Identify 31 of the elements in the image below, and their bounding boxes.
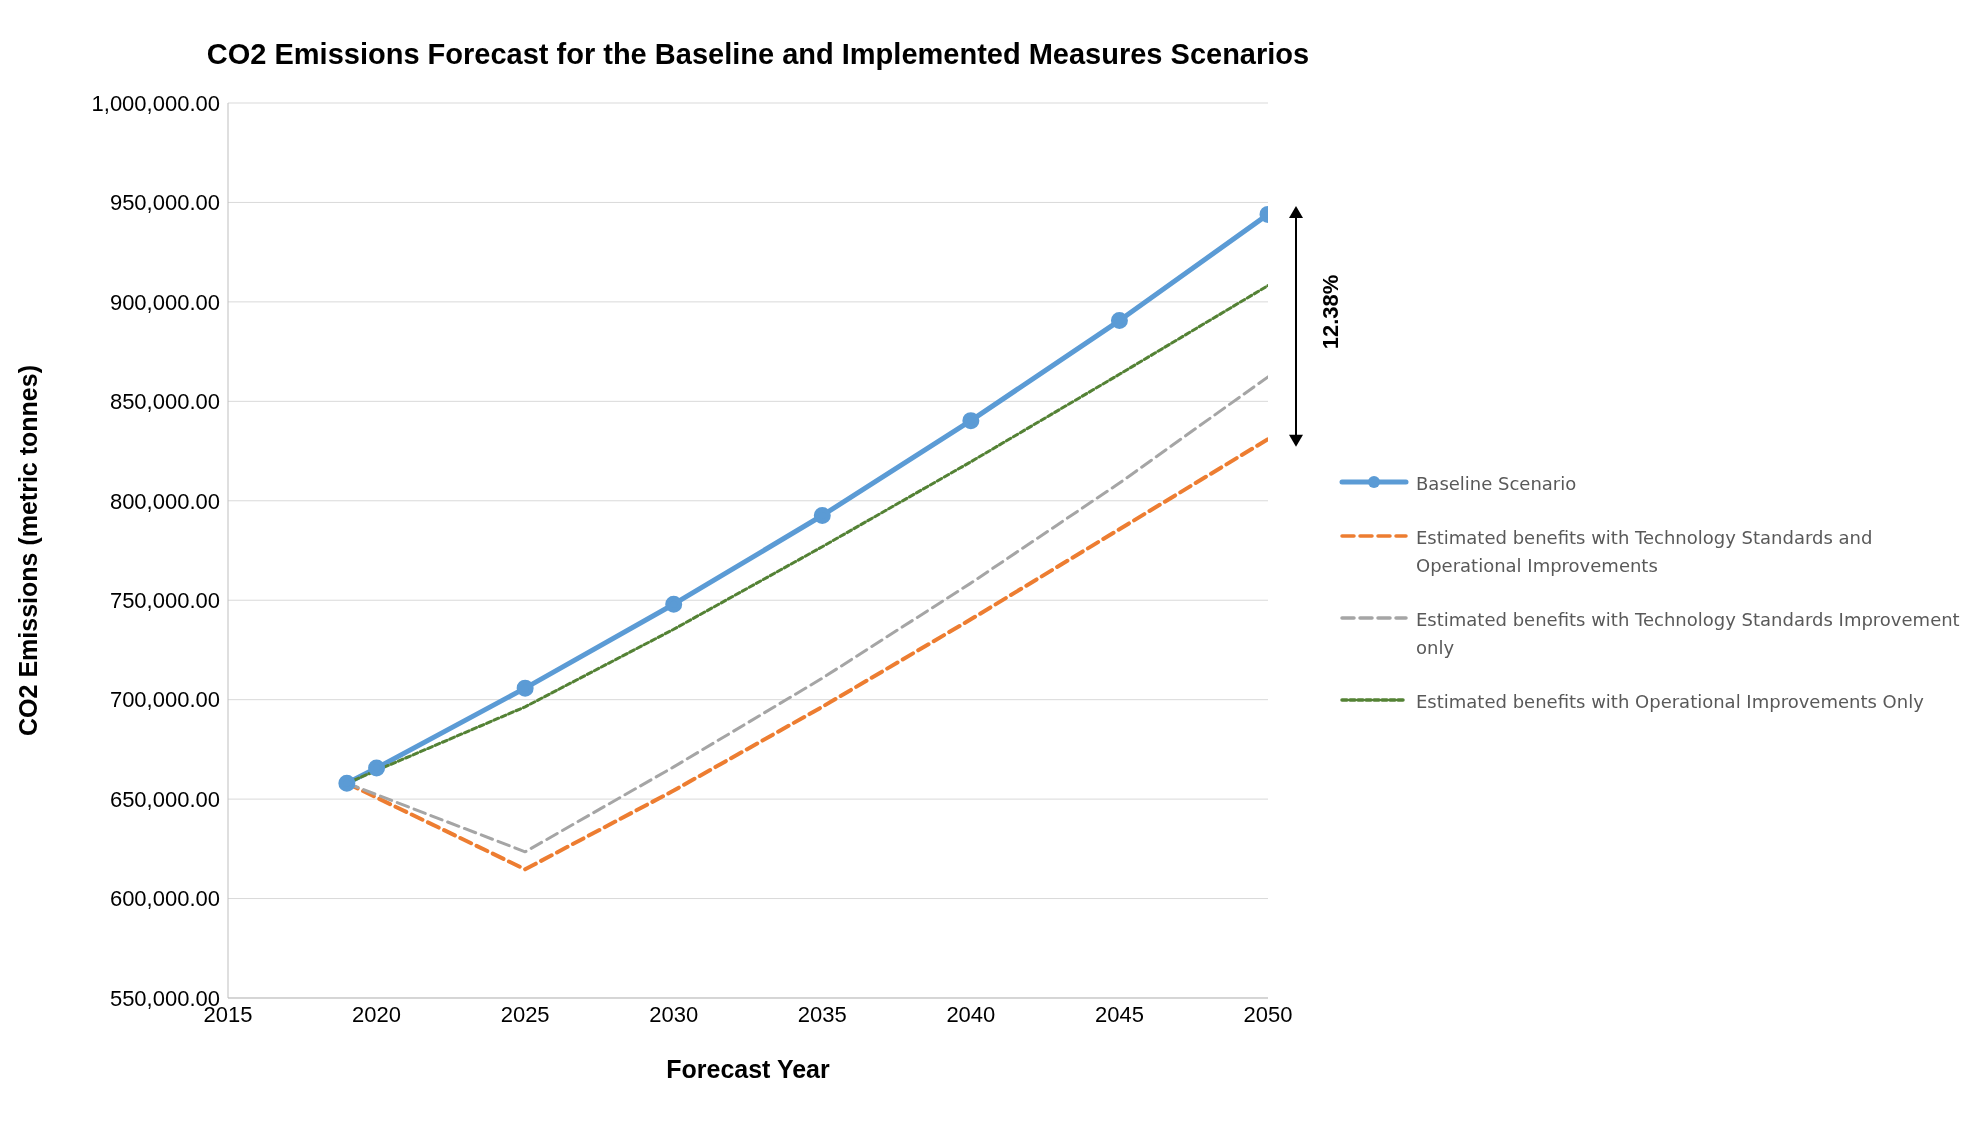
point	[1110, 312, 1128, 330]
legend-label: Baseline Scenario	[1416, 472, 1577, 496]
y-tick-label: 1,000,000.00	[91, 90, 220, 116]
legend-label: Estimated benefits with Operational Improvements Only	[1416, 690, 1924, 714]
point	[813, 507, 831, 524]
y-tick-label: 950,000.00	[109, 190, 220, 216]
x-tick-label: 2050	[1243, 1001, 1293, 1027]
y-tick-label: 850,000.00	[109, 389, 220, 415]
y-tick-label: 600,000.00	[109, 886, 220, 912]
legend-label: Estimated benefits with Technology Standards and Operational Improvements	[1416, 526, 1874, 578]
point	[962, 412, 980, 430]
point	[368, 759, 386, 777]
point	[516, 679, 534, 697]
y-tick-label: 750,000.00	[109, 588, 220, 614]
point	[665, 595, 683, 613]
x-tick-label: 2030	[649, 1001, 699, 1027]
x-tick-label: 2020	[352, 1001, 402, 1027]
x-tick-label: 2040	[946, 1001, 996, 1027]
x-tick-label: 2025	[500, 1001, 550, 1027]
chart-title: CO2 Emissions Forecast for the Baseline and Implemented Measures Scenarios	[205, 38, 1311, 71]
y-tick-label: 700,000.00	[109, 687, 220, 713]
y-tick-label: 800,000.00	[109, 488, 220, 514]
x-tick-label: 2035	[797, 1001, 847, 1027]
y-axis-title: CO2 Emissions (metric tonnes)	[13, 365, 42, 736]
y-tick-label: 900,000.00	[109, 289, 220, 315]
x-axis-title: Forecast Year	[666, 1055, 831, 1083]
legend-label: Estimated benefits with Technology Standards Improvement only	[1416, 608, 1961, 660]
text: 12.38%	[1318, 274, 1344, 350]
point	[338, 774, 356, 792]
y-tick-label: 650,000.00	[109, 786, 220, 812]
x-tick-label: 2045	[1094, 1001, 1144, 1027]
